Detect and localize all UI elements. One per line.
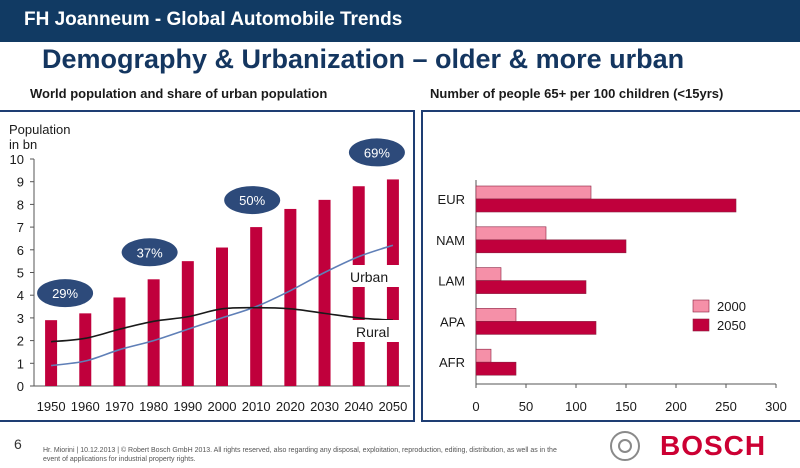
copyright-text: Hr. Miorini | 10.12.2013 | © Robert Bosc… — [43, 447, 557, 463]
right-chart-panel — [421, 110, 800, 422]
left-chart-title: World population and share of urban popu… — [30, 86, 328, 101]
bosch-logo-text: BOSCH — [660, 430, 767, 461]
app-title: FH Joanneum - Global Automobile Trends — [24, 9, 403, 30]
bosch-logo-icon — [610, 431, 640, 461]
left-chart-panel — [0, 110, 415, 422]
right-chart-title: Number of people 65+ per 100 children (<… — [430, 86, 724, 101]
slide-headline: Demography & Urbanization – older & more… — [42, 44, 685, 74]
page-number: 6 — [14, 436, 22, 452]
header-bar: FH Joanneum - Global Automobile Trends — [0, 0, 800, 42]
